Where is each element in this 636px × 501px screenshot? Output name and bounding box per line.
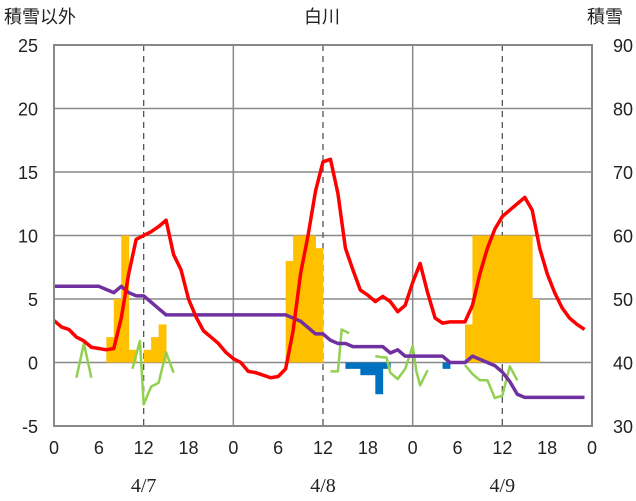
line-series xyxy=(52,157,586,406)
chart-title: 白川 xyxy=(304,7,340,28)
snow-change-bar xyxy=(382,362,391,369)
x-tick-label: 12 xyxy=(492,438,512,458)
left-tick-label: 0 xyxy=(28,354,38,374)
precip-bar xyxy=(128,349,137,363)
precip-bar xyxy=(472,235,481,363)
green-line xyxy=(131,339,175,406)
x-tick-label: 6 xyxy=(452,438,462,458)
snow-change-bar xyxy=(360,362,369,376)
plot-frame xyxy=(53,44,593,427)
x-tick-label: 12 xyxy=(313,438,333,458)
precip-bar xyxy=(502,235,511,363)
x-tick-label: 18 xyxy=(178,438,198,458)
precip-bar xyxy=(517,235,526,363)
x-tick-label: 6 xyxy=(273,438,283,458)
x-tick-label: 0 xyxy=(228,438,238,458)
x-tick-label: 18 xyxy=(537,438,557,458)
precip-bar xyxy=(300,235,309,363)
precip-bar xyxy=(494,235,503,363)
day-label: 4/9 xyxy=(490,475,516,497)
green-line xyxy=(464,364,519,400)
precip-bar xyxy=(524,235,533,363)
precip-bar xyxy=(315,248,324,363)
snow-change-bar xyxy=(367,362,376,376)
x-tick-label: 0 xyxy=(49,438,59,458)
precip-bar xyxy=(158,324,167,363)
x-tick-label: 18 xyxy=(358,438,378,458)
green-line xyxy=(330,328,350,373)
right-tick-label: 30 xyxy=(613,417,633,437)
right-tick-label: 70 xyxy=(613,163,633,183)
x-tick-label: 12 xyxy=(134,438,154,458)
left-axis-title: 積雪以外 xyxy=(4,7,76,28)
precip-bar xyxy=(509,235,518,363)
precip-bar xyxy=(308,235,316,363)
snow-change-bar xyxy=(345,362,354,369)
temperature-line xyxy=(52,157,586,380)
day-label: 4/7 xyxy=(131,475,157,497)
precip-bar xyxy=(151,337,160,363)
left-tick-label: 5 xyxy=(28,290,38,310)
snow-depth-line xyxy=(54,284,585,400)
left-tick-label: 15 xyxy=(18,163,38,183)
precip-bar xyxy=(285,260,294,363)
precip-bar xyxy=(487,235,496,363)
left-tick-label: 10 xyxy=(18,227,38,247)
snow-change-bar xyxy=(442,362,451,369)
precip-bar xyxy=(464,324,473,363)
green-line xyxy=(375,344,429,387)
green-line xyxy=(75,342,93,379)
x-tick-label: 6 xyxy=(94,438,104,458)
right-tick-label: 80 xyxy=(613,100,633,120)
right-tick-label: 40 xyxy=(613,354,633,374)
right-tick-label: 90 xyxy=(613,36,633,56)
snow-change-bar xyxy=(375,362,384,395)
left-tick-label: 20 xyxy=(18,100,38,120)
day-label: 4/8 xyxy=(310,475,336,497)
left-tick-label: -5 xyxy=(22,417,38,437)
left-tick-label: 25 xyxy=(18,36,38,56)
x-tick-label: 0 xyxy=(408,438,418,458)
snow-change-bar xyxy=(352,362,361,369)
right-axis-title: 積雪 xyxy=(587,7,623,28)
right-tick-label: 50 xyxy=(613,290,633,310)
right-tick-label: 60 xyxy=(613,227,633,247)
precip-bar xyxy=(143,349,152,363)
precip-bar xyxy=(479,235,488,363)
x-tick-label: 0 xyxy=(587,438,597,458)
precip-bar xyxy=(532,299,541,363)
